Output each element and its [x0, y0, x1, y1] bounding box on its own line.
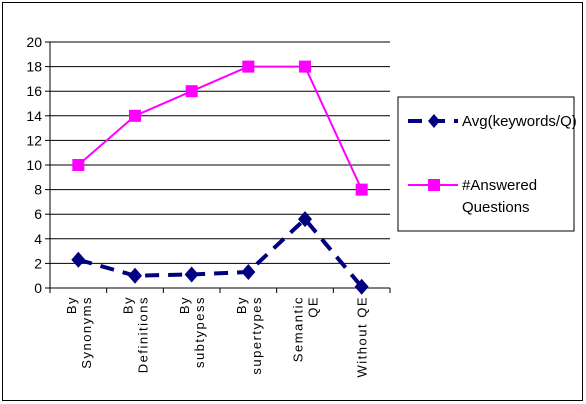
x-category-label: By — [234, 296, 249, 314]
diamond-marker — [184, 266, 199, 283]
series-line — [77, 65, 363, 191]
square-marker — [299, 60, 311, 73]
diamond-marker — [241, 264, 256, 281]
series — [71, 60, 369, 295]
legend-label: Questions — [462, 199, 530, 216]
x-category-label: Semantic — [291, 296, 306, 362]
diamond-marker — [71, 251, 86, 268]
series-line — [77, 217, 364, 289]
legend: Avg(keywords/Q) #Answered Questions — [397, 96, 577, 232]
gridlines — [50, 41, 390, 264]
x-category-label: By — [177, 296, 192, 314]
y-tick-label: 6 — [34, 206, 42, 222]
x-category-label: By — [121, 296, 136, 314]
diamond-marker — [298, 211, 312, 228]
square-marker — [242, 60, 255, 73]
y-tick-label: 2 — [34, 255, 42, 271]
x-category-label: subtypess — [192, 296, 207, 368]
legend-box — [397, 96, 575, 232]
y-tick-label: 20 — [26, 34, 42, 50]
square-marker — [185, 85, 198, 98]
legend-label: #Answered — [462, 177, 537, 194]
y-tick-label: 16 — [26, 83, 42, 99]
series-2 — [72, 60, 368, 196]
y-tick-label: 8 — [34, 182, 42, 198]
x-category-label: Without QE — [355, 296, 370, 377]
square-marker — [355, 183, 368, 196]
y-tick-label: 4 — [34, 231, 42, 247]
x-category-label: By — [64, 296, 79, 314]
x-category-label: Synonyms — [79, 296, 94, 369]
y-tick-label: 18 — [26, 59, 42, 75]
axes — [45, 41, 391, 293]
x-category-label: QE — [306, 296, 321, 318]
x-category-label: supertypes — [249, 296, 264, 375]
square-marker — [72, 159, 85, 171]
y-tick-label: 14 — [26, 108, 42, 124]
y-tick-label: 0 — [34, 280, 42, 296]
y-tick-label: 10 — [26, 157, 42, 173]
x-category-label: Definitions — [136, 296, 151, 373]
square-marker — [129, 109, 141, 122]
legend-label: Avg(keywords/Q) — [462, 113, 577, 130]
series-1 — [71, 211, 369, 295]
y-tick-label: 12 — [26, 132, 42, 148]
legend-diamond-marker — [428, 114, 440, 128]
diamond-marker — [128, 267, 142, 284]
legend-square-marker — [428, 179, 440, 191]
diamond-marker — [354, 278, 369, 295]
